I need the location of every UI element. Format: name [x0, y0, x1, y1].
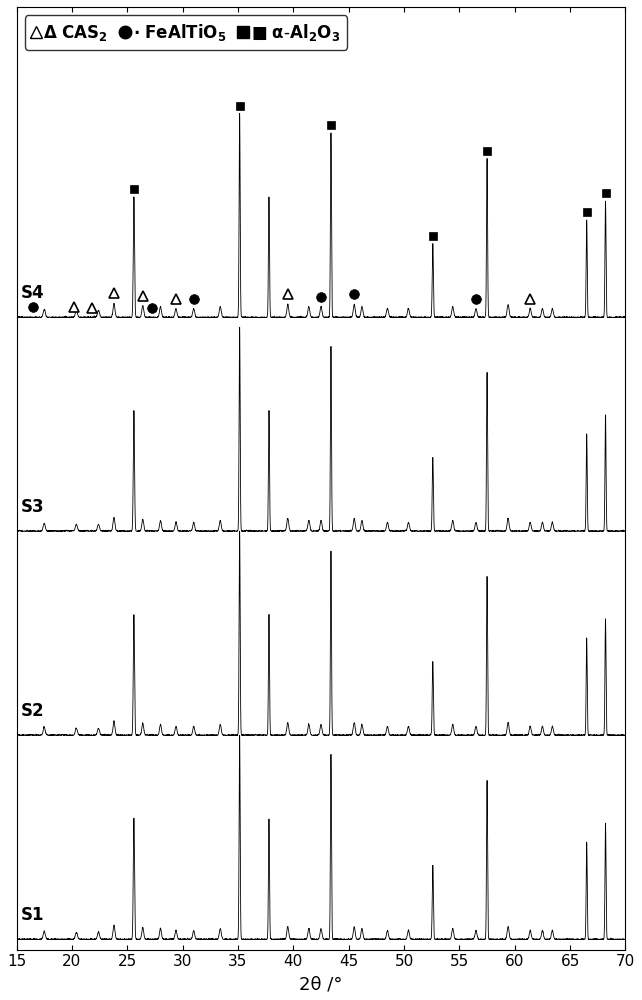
X-axis label: 2θ /°: 2θ /° — [299, 975, 343, 993]
Text: S4: S4 — [21, 284, 45, 302]
Legend: $\mathbf{\Delta}$ $\mathbf{CAS_2}$, $\mathbf{\bullet}$ $\mathbf{FeAlTiO_5}$, $\m: $\mathbf{\Delta}$ $\mathbf{CAS_2}$, $\ma… — [25, 15, 347, 50]
Text: S3: S3 — [21, 498, 45, 516]
Text: S2: S2 — [21, 702, 45, 720]
Text: S1: S1 — [21, 906, 44, 924]
